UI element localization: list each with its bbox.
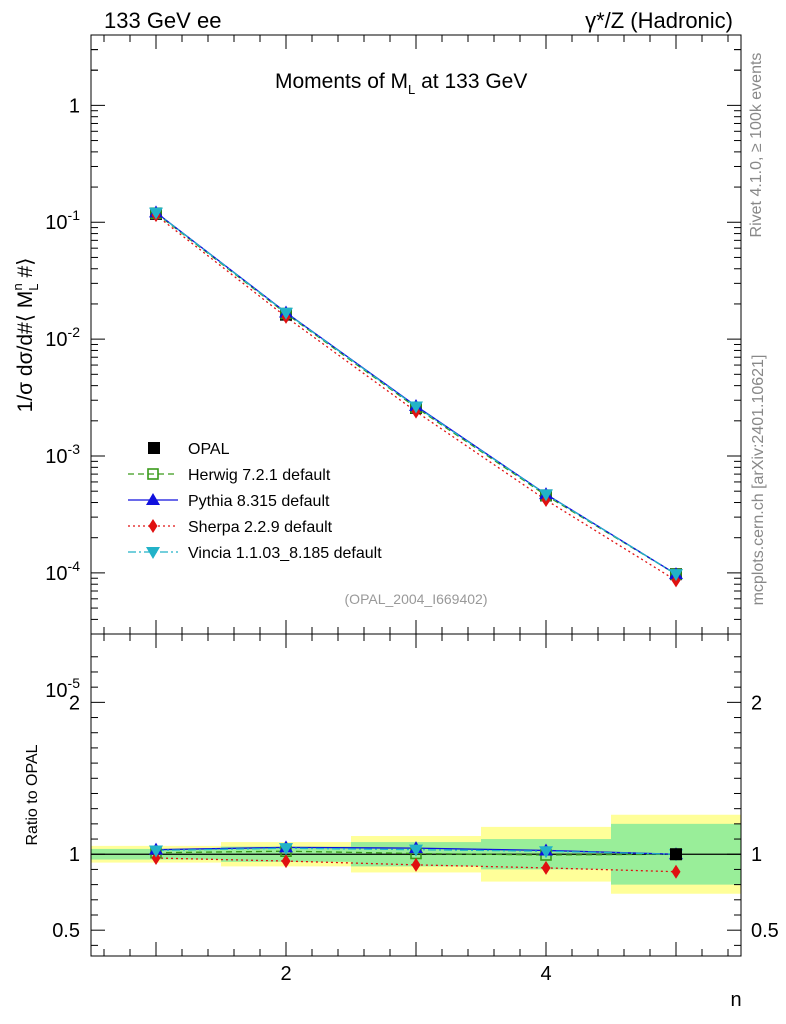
chart-title: Moments of ML at 133 GeV [275, 70, 527, 97]
header-right: γ*/Z (Hadronic) [585, 8, 733, 33]
x-tick-label: 2 [280, 963, 291, 985]
ratio-point-2 [671, 864, 681, 879]
ratio-point-opal [670, 848, 682, 861]
series-point-3 [409, 401, 423, 414]
ratio-point-2 [411, 857, 421, 872]
y-tick-label: 10-1 [45, 207, 80, 234]
y-tick-label: 10-2 [45, 324, 80, 351]
series-lines [155, 211, 677, 873]
legend-label-opal: OPAL [188, 441, 230, 458]
x-tick-label: 4 [540, 963, 551, 985]
ratio-y-label: Ratio to OPAL [24, 744, 41, 845]
legend-label-0: Herwig 7.2.1 default [188, 467, 331, 484]
legend-label-1: Pythia 8.315 default [188, 493, 330, 510]
ratio-y-tick-label-right: 2 [751, 692, 762, 714]
series-point-3 [539, 489, 553, 502]
ratio-point-2 [151, 851, 161, 866]
legend-marker-2 [148, 519, 158, 533]
y-tick-label: 10-4 [45, 558, 80, 585]
rivet-label: Rivet 4.1.0, ≥ 100k events [748, 53, 765, 238]
series-point-3 [669, 569, 683, 582]
ratio-point-2 [281, 854, 291, 869]
series-point-3 [149, 207, 163, 220]
legend-marker-opal [148, 442, 160, 454]
ratio-plot-frame [90, 633, 742, 957]
ratio-point-3 [539, 846, 553, 859]
legend-label-3: Vincia 1.1.03_8.185 default [188, 545, 382, 562]
legend: OPAL Herwig 7.2.1 default Pythia 8.315 def… [128, 441, 382, 562]
header-left: 133 GeV ee [104, 8, 221, 33]
axes: 2 4 1 10-1 10-2 10-3 10-4 10-5 0.5 0.5 1 1 2 2 [45, 34, 779, 985]
series-markers [149, 205, 683, 879]
legend-marker-0 [147, 468, 159, 480]
ratio-point-2 [541, 860, 551, 875]
mcplots-label: mcplots.cern.ch [arXiv:2401.10621] [750, 355, 767, 606]
ratio-y-tick-label: 0.5 [52, 920, 80, 942]
ratio-y-tick-label: 1 [69, 844, 80, 866]
series-point-3 [279, 307, 293, 320]
ratio-point-3 [279, 843, 293, 856]
ratio-y-tick-label-right: 1 [751, 844, 762, 866]
ratio-y-tick-label: 2 [69, 692, 80, 714]
ratio-point-3 [149, 845, 163, 858]
svg-text:1/σ dσ/d#⟨ MLn #⟩: 1/σ dσ/d#⟨ MLn #⟩ [10, 258, 41, 413]
legend-marker-1 [146, 493, 160, 505]
y-tick-label: 10-3 [45, 441, 80, 468]
ratio-y-tick-label-right: 0.5 [751, 920, 779, 942]
x-axis-label: n [730, 989, 741, 1011]
legend-marker-3 [146, 547, 160, 559]
legend-label-2: Sherpa 2.2.9 default [188, 519, 333, 536]
source-label: (OPAL_2004_I669402) [345, 591, 488, 607]
y-tick-label: 10-5 [45, 675, 80, 702]
ratio-point-3 [409, 844, 423, 857]
y-axis-label: 1/σ dσ/d#⟨ MLn #⟩ [10, 258, 41, 413]
y-tick-label: 1 [69, 95, 80, 117]
